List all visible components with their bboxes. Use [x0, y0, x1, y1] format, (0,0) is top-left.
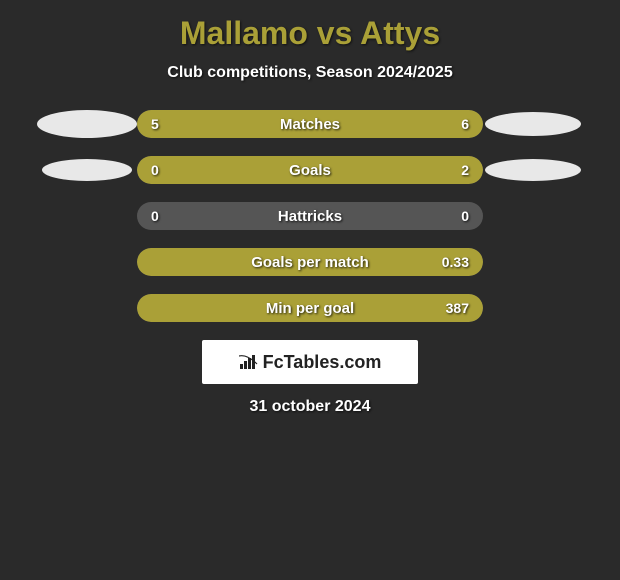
stat-rows: 56Matches 02Goals 00Hattricks 0.33Goals per… — [0, 110, 620, 322]
stat-row: 00Hattricks — [0, 202, 620, 230]
player-avatar-placeholder — [485, 112, 581, 136]
comparison-widget: Mallamo vs Attys Club competitions, Seas… — [0, 0, 620, 426]
stat-bar: 56Matches — [137, 110, 483, 138]
stat-row: 02Goals — [0, 156, 620, 184]
stat-row: 387Min per goal — [0, 294, 620, 322]
player-avatar-placeholder — [485, 159, 581, 181]
stat-bar: 0.33Goals per match — [137, 248, 483, 276]
stat-label: Min per goal — [137, 294, 483, 322]
player-avatar-placeholder — [42, 159, 132, 181]
subtitle: Club competitions, Season 2024/2025 — [0, 64, 620, 82]
stat-label: Matches — [137, 110, 483, 138]
player-avatar-placeholder — [37, 110, 137, 138]
right-avatar-slot — [483, 112, 583, 136]
stat-row: 0.33Goals per match — [0, 248, 620, 276]
left-avatar-slot — [37, 159, 137, 181]
stat-bar: 387Min per goal — [137, 294, 483, 322]
stat-row: 56Matches — [0, 110, 620, 138]
logo-text: FcTables.com — [239, 352, 382, 373]
stat-bar: 02Goals — [137, 156, 483, 184]
stat-label: Hattricks — [137, 202, 483, 230]
logo-label: FcTables.com — [263, 352, 382, 373]
left-avatar-slot — [37, 110, 137, 138]
stat-label: Goals — [137, 156, 483, 184]
source-logo[interactable]: FcTables.com — [202, 340, 418, 384]
stat-label: Goals per match — [137, 248, 483, 276]
date-label: 31 october 2024 — [0, 398, 620, 416]
bar-chart-icon — [239, 354, 259, 370]
stat-bar: 00Hattricks — [137, 202, 483, 230]
page-title: Mallamo vs Attys — [0, 15, 620, 52]
right-avatar-slot — [483, 159, 583, 181]
